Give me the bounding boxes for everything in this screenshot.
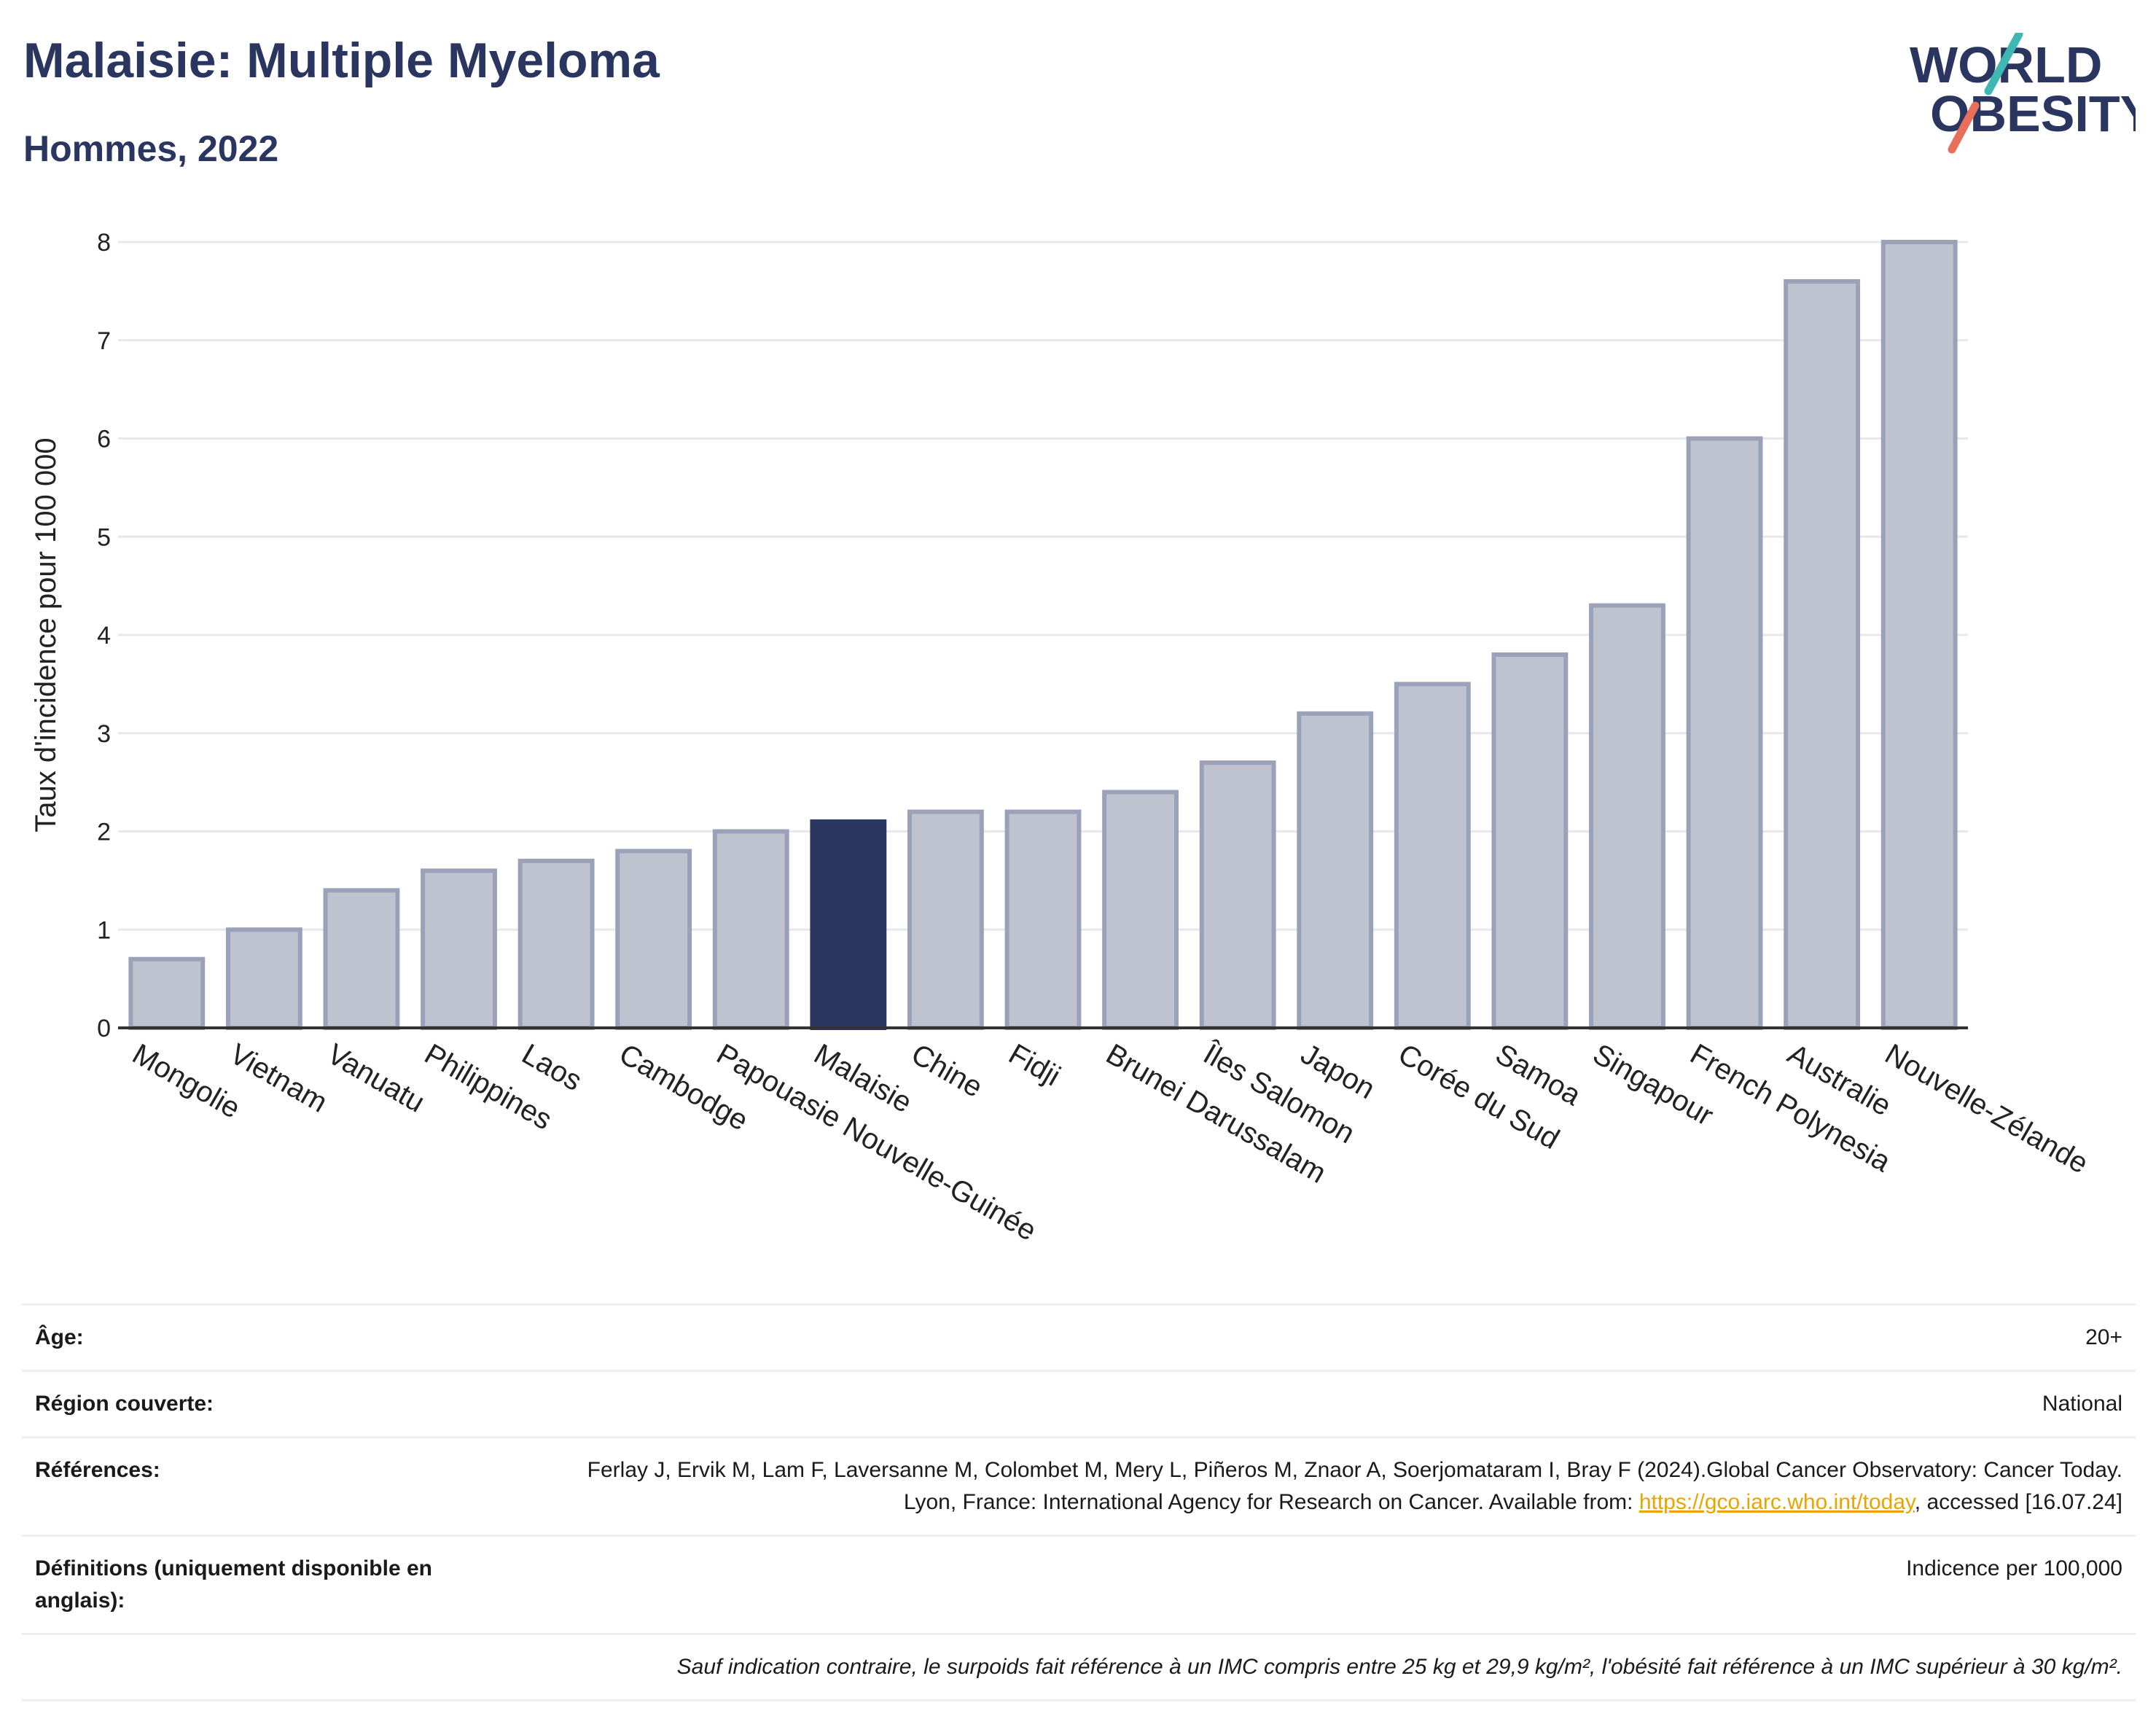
bar-17 bbox=[1784, 278, 1861, 1030]
age-label: Âge: bbox=[35, 1325, 84, 1349]
x-tick-label: Nouvelle-Zélande bbox=[1880, 1038, 2094, 1180]
bar-16 bbox=[1686, 436, 1763, 1030]
x-tick-label: Fidji bbox=[1004, 1038, 1066, 1093]
bar-15 bbox=[1589, 603, 1665, 1030]
world-obesity-logo: WORLD OBESITY bbox=[1910, 33, 2136, 154]
logo-slash-teal bbox=[1984, 33, 2023, 95]
bar-18 bbox=[1880, 240, 1958, 1030]
region-label: Région couverte: bbox=[35, 1392, 214, 1416]
x-tick-label: Chine bbox=[906, 1038, 988, 1104]
x-tick-label: Vanuatu bbox=[321, 1038, 429, 1119]
y-tick-label: 2 bbox=[97, 819, 111, 846]
y-tick-label: 5 bbox=[97, 523, 111, 551]
bar-5 bbox=[615, 849, 692, 1030]
obesity-note: Sauf indication contraire, le surpoids f… bbox=[676, 1655, 2122, 1679]
definitions-value: Indicence per 100,000 bbox=[1906, 1556, 2122, 1580]
bar-12 bbox=[1297, 711, 1374, 1030]
region-value: National bbox=[2042, 1392, 2122, 1416]
bar-4 bbox=[517, 858, 595, 1031]
y-tick-labels: 0 1 2 3 4 5 6 7 8 bbox=[97, 229, 111, 1042]
info-table: Âge: 20+ Région couverte: National Référ… bbox=[22, 1303, 2136, 1701]
info-row-region: Région couverte: National bbox=[22, 1370, 2136, 1436]
bar-10 bbox=[1102, 789, 1179, 1030]
references-label: Références: bbox=[35, 1458, 160, 1482]
y-tick-label: 1 bbox=[97, 916, 111, 944]
x-tick-label: Laos bbox=[517, 1038, 587, 1097]
bar-3 bbox=[421, 868, 497, 1031]
bars bbox=[128, 240, 1958, 1031]
y-tick-label: 7 bbox=[97, 327, 111, 355]
y-tick-label: 0 bbox=[97, 1015, 111, 1042]
logo-slash-red bbox=[1948, 101, 1980, 154]
bar-1 bbox=[225, 927, 302, 1030]
info-row-definitions: Définitions (uniquement disponible en an… bbox=[22, 1535, 2136, 1633]
bar-0 bbox=[128, 956, 206, 1031]
bar-8 bbox=[907, 809, 984, 1031]
bar-chart: 0 1 2 3 4 5 6 7 8 MongolieVietnamVanuatuPhilippi… bbox=[30, 229, 2093, 1247]
bar-13 bbox=[1394, 682, 1471, 1030]
page-subtitle: Hommes, 2022 bbox=[23, 128, 279, 169]
x-tick-label: Mongolie bbox=[127, 1038, 246, 1125]
bar-11 bbox=[1199, 760, 1276, 1031]
info-row-references: Références: Ferlay J, Ervik M, Lam F, La… bbox=[22, 1436, 2136, 1535]
y-tick-label: 8 bbox=[97, 229, 111, 257]
bar-14 bbox=[1491, 652, 1569, 1030]
info-row-note: Sauf indication contraire, le surpoids f… bbox=[22, 1633, 2136, 1701]
y-axis-label: Taux d'incidence pour 100 000 bbox=[30, 437, 62, 832]
age-value: 20+ bbox=[2085, 1325, 2122, 1349]
bar-9 bbox=[1004, 809, 1082, 1031]
x-tick-label: Vietnam bbox=[224, 1038, 332, 1119]
references-text-1: Ferlay J, Ervik M, Lam F, Laversanne M, … bbox=[587, 1458, 2122, 1514]
page-title: Malaisie: Multiple Myeloma bbox=[23, 33, 660, 88]
bar-2 bbox=[323, 888, 400, 1030]
references-link[interactable]: https://gco.iarc.who.int/today bbox=[1639, 1490, 1915, 1514]
y-tick-label: 4 bbox=[97, 622, 111, 650]
info-row-age: Âge: 20+ bbox=[22, 1303, 2136, 1370]
definitions-label: Définitions (uniquement disponible en an… bbox=[35, 1556, 432, 1613]
x-tick-label: Corée du Sud bbox=[1393, 1038, 1565, 1156]
bar-7 bbox=[810, 819, 887, 1031]
bar-6 bbox=[712, 829, 789, 1030]
y-tick-label: 6 bbox=[97, 426, 111, 453]
references-text-2: , accessed [16.07.24] bbox=[1914, 1490, 2122, 1514]
references-value: Ferlay J, Ervik M, Lam F, Laversanne M, … bbox=[555, 1454, 2122, 1518]
y-tick-label: 3 bbox=[97, 720, 111, 748]
